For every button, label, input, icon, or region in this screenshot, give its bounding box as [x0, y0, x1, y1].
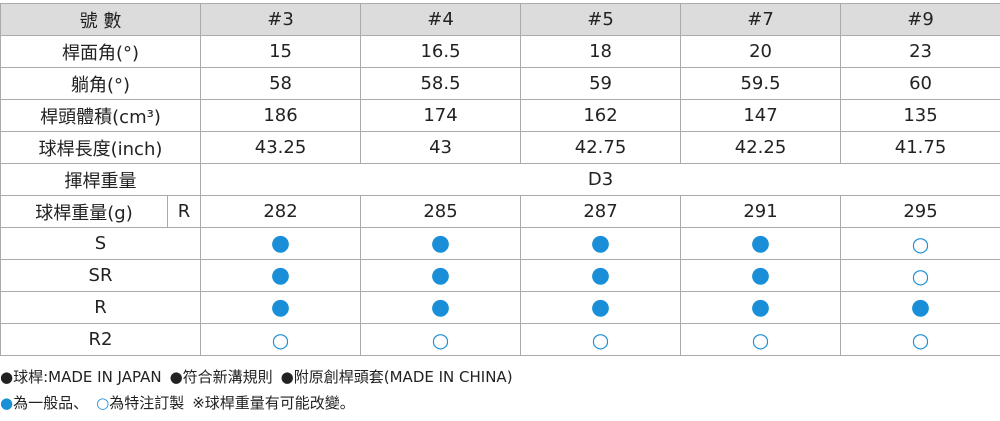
note-symbol: ● [0, 394, 14, 412]
cell: 43.25 [200, 131, 362, 164]
cell: 295 [840, 195, 1000, 228]
cell: 20 [680, 35, 842, 68]
availability: ○ [840, 259, 1000, 292]
cell: 174 [360, 99, 522, 132]
table-row: 球桿長度(inch) 43.25 43 42.75 42.25 41.75 [0, 131, 1000, 164]
row-label: 球桿重量(g) [0, 195, 168, 228]
cell: 16.5 [360, 35, 522, 68]
row-label: 球桿長度(inch) [0, 131, 202, 164]
availability: ○ [200, 323, 362, 356]
table-row: R2 ○ ○ ○ ○ ○ [0, 323, 1000, 356]
cell: 42.75 [520, 131, 682, 164]
table-row: 號 數 #3 #4 #5 #7 #9 [0, 3, 1000, 36]
row-label: S [0, 227, 202, 260]
availability: ● [200, 291, 362, 324]
cell: 15 [200, 35, 362, 68]
header-cell: #9 [840, 3, 1000, 36]
availability: ● [520, 259, 682, 292]
note-text: 為特注訂製 [109, 394, 185, 412]
cell: 42.25 [680, 131, 842, 164]
cell: 291 [680, 195, 842, 228]
row-label: 桿面角(°) [0, 35, 202, 68]
cell: 58.5 [360, 67, 522, 100]
cell: 43 [360, 131, 522, 164]
row-label: SR [0, 259, 202, 292]
cell: 23 [840, 35, 1000, 68]
availability: ○ [680, 323, 842, 356]
availability: ● [840, 291, 1000, 324]
availability: ○ [520, 323, 682, 356]
availability: ○ [360, 323, 522, 356]
note-line: ●球桿:MADE IN JAPAN ●符合新溝規則 ●附原創桿頭套(MADE IN … [0, 366, 521, 387]
availability: ● [360, 291, 522, 324]
table-row: 揮桿重量 D3 [0, 163, 1000, 196]
header-cell: #3 [200, 3, 362, 36]
row-label: 揮桿重量 [0, 163, 202, 196]
note-line: ●為一般品、 ○為特注訂製 ※球桿重量有可能改變。 [0, 392, 363, 413]
note-symbol: ● [0, 368, 14, 386]
availability: ● [680, 291, 842, 324]
availability: ● [520, 227, 682, 260]
note-symbol: ○ [96, 394, 110, 412]
cell: 147 [680, 99, 842, 132]
table-row: R ● ● ● ● ● [0, 291, 1000, 324]
availability: ● [680, 259, 842, 292]
note-symbol: ● [169, 368, 183, 386]
availability: ● [200, 259, 362, 292]
cell: 186 [200, 99, 362, 132]
row-label: 躺角(°) [0, 67, 202, 100]
header-label: 號 數 [0, 3, 202, 36]
cell: 59.5 [680, 67, 842, 100]
availability: ● [520, 291, 682, 324]
row-label: 桿頭體積(cm³) [0, 99, 202, 132]
table-row: S ● ● ● ● ○ [0, 227, 1000, 260]
header-cell: #5 [520, 3, 682, 36]
cell: 59 [520, 67, 682, 100]
availability: ○ [840, 227, 1000, 260]
cell: 58 [200, 67, 362, 100]
header-cell: #4 [360, 3, 522, 36]
cell: 287 [520, 195, 682, 228]
row-label: R2 [0, 323, 202, 356]
note-text: 附原創桿頭套(MADE IN CHINA) [293, 368, 513, 386]
cell: 135 [840, 99, 1000, 132]
availability: ○ [840, 323, 1000, 356]
note-text: 為一般品、 [13, 394, 89, 412]
table-row: 球桿重量(g) R 282 285 287 291 295 [0, 195, 1000, 228]
note-text: 球桿:MADE IN JAPAN [13, 368, 162, 386]
availability: ● [680, 227, 842, 260]
cell: 285 [360, 195, 522, 228]
table-row: 桿頭體積(cm³) 186 174 162 147 135 [0, 99, 1000, 132]
note-text: 符合新溝規則 [182, 368, 273, 386]
note-symbol: ● [280, 368, 294, 386]
flex-cell: R [166, 195, 202, 228]
spec-table: 號 數 #3 #4 #5 #7 #9 桿面角(°) 15 16.5 18 20 23 躺角(°) 58 58… [0, 3, 1000, 356]
cell: 41.75 [840, 131, 1000, 164]
table-row: 躺角(°) 58 58.5 59 59.5 60 [0, 67, 1000, 100]
availability: ● [360, 227, 522, 260]
header-cell: #7 [680, 3, 842, 36]
availability: ● [200, 227, 362, 260]
cell: 18 [520, 35, 682, 68]
cell: 162 [520, 99, 682, 132]
cell: 282 [200, 195, 362, 228]
availability: ● [360, 259, 522, 292]
table-row: 桿面角(°) 15 16.5 18 20 23 [0, 35, 1000, 68]
row-label: R [0, 291, 202, 324]
cell: 60 [840, 67, 1000, 100]
table-row: SR ● ● ● ● ○ [0, 259, 1000, 292]
cell: D3 [200, 163, 1000, 196]
note-text: ※球桿重量有可能改變。 [192, 394, 355, 412]
